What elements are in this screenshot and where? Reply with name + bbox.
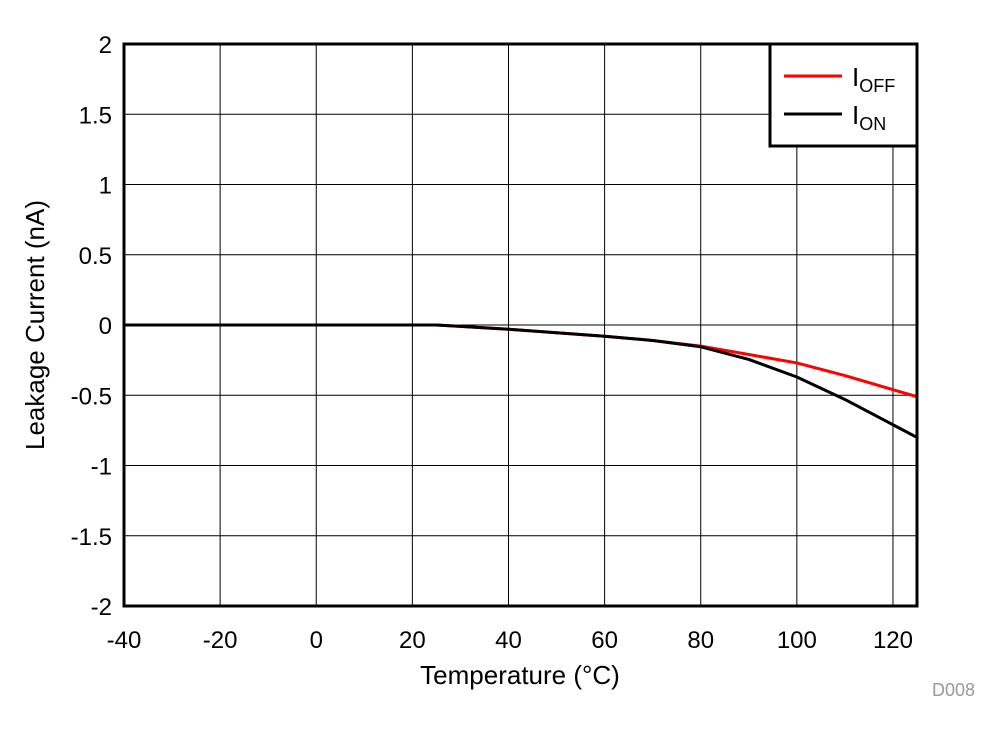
series-line-ioff xyxy=(124,323,918,399)
x-tick-label: -40 xyxy=(107,627,142,654)
y-tick-label: 1 xyxy=(99,173,112,200)
legend-box xyxy=(768,42,919,148)
x-tick-label: 20 xyxy=(399,627,426,654)
y-tick-label: 1.5 xyxy=(79,102,112,129)
y-tick-label: -0.5 xyxy=(71,383,112,410)
x-tick-label: 40 xyxy=(495,627,522,654)
legend-label-ion: ION xyxy=(852,100,886,134)
x-axis-label: Temperature (°C) xyxy=(420,660,620,690)
x-tick-label: 80 xyxy=(687,627,714,654)
plot-frame xyxy=(122,42,919,608)
legend: IOFF ION xyxy=(768,42,919,148)
y-tick-label: 2 xyxy=(99,32,112,59)
series-lines xyxy=(124,323,918,439)
y-tick-label: 0.5 xyxy=(79,243,112,270)
x-tick-label: -20 xyxy=(203,627,238,654)
x-tick-label: 60 xyxy=(591,627,618,654)
figure-id: D008 xyxy=(932,680,975,700)
x-tick-label: 120 xyxy=(873,627,913,654)
tick-labels: -40 -20 0 20 40 60 80 100 120 2 1.5 1 0.5 0 -0.5 -1 -1.5… xyxy=(71,32,913,654)
y-tick-label: -1 xyxy=(91,454,112,481)
x-tick-label: 100 xyxy=(777,627,817,654)
y-tick-label: -2 xyxy=(91,594,112,621)
series-line-ion xyxy=(124,323,918,439)
y-tick-label: -1.5 xyxy=(71,524,112,551)
x-tick-label: 0 xyxy=(310,627,323,654)
y-axis-label: Leakage Current (nA) xyxy=(20,200,50,450)
legend-label-ioff: IOFF xyxy=(852,62,895,96)
y-tick-label: 0 xyxy=(99,313,112,340)
